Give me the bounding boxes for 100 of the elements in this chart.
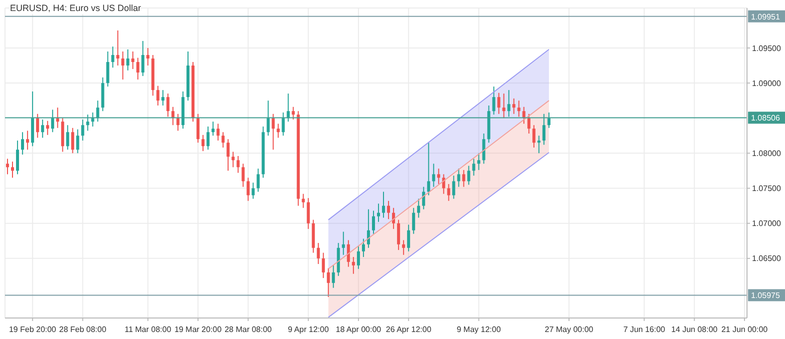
candlestick bbox=[517, 100, 520, 118]
ref-line-label: 1.09951 bbox=[751, 12, 780, 22]
x-tick-label: 21 Jun 00:00 bbox=[721, 325, 768, 334]
candlestick bbox=[402, 240, 406, 256]
candlestick bbox=[387, 200, 390, 220]
y-tick-label: 1.06500 bbox=[752, 254, 782, 264]
candlestick bbox=[96, 100, 100, 122]
candlestick bbox=[512, 98, 516, 114]
candlestick bbox=[527, 113, 530, 134]
candlestick bbox=[66, 124, 70, 150]
candlestick bbox=[196, 113, 200, 144]
candlestick bbox=[482, 133, 486, 164]
candlestick bbox=[232, 151, 235, 168]
candlestick bbox=[457, 168, 460, 188]
candlestick bbox=[136, 57, 140, 80]
candlestick bbox=[316, 242, 320, 264]
x-tick-label: 26 Apr 12:00 bbox=[386, 325, 432, 334]
candlestick bbox=[91, 112, 94, 128]
candlestick bbox=[166, 93, 170, 118]
candlestick bbox=[41, 119, 44, 138]
candlestick bbox=[452, 175, 456, 200]
candlestick bbox=[51, 109, 54, 133]
y-tick-label: 1.09000 bbox=[752, 78, 782, 88]
candlestick bbox=[532, 124, 536, 148]
candlestick bbox=[266, 100, 270, 136]
candlestick bbox=[141, 40, 144, 77]
candlestick bbox=[462, 170, 466, 188]
candlestick bbox=[252, 182, 255, 200]
candlestick bbox=[356, 245, 360, 270]
candlestick bbox=[11, 161, 14, 178]
ref-line-label: 1.05975 bbox=[751, 291, 780, 300]
candlestick bbox=[126, 48, 130, 71]
candlestick bbox=[346, 240, 350, 268]
candlestick bbox=[326, 268, 330, 298]
candlestick bbox=[216, 123, 220, 142]
x-tick-label: 11 Mar 08:00 bbox=[124, 325, 172, 334]
candlestick bbox=[502, 93, 506, 119]
candlestick bbox=[26, 130, 30, 150]
x-tick-label: 9 May 12:00 bbox=[456, 325, 502, 334]
candlestick bbox=[6, 158, 9, 175]
x-tick-label: 7 Jun 16:00 bbox=[623, 325, 666, 334]
candlestick bbox=[417, 198, 420, 218]
candlestick bbox=[86, 114, 90, 132]
candlestick bbox=[412, 207, 416, 234]
candlestick bbox=[302, 193, 305, 208]
candlestick bbox=[202, 134, 205, 152]
candlestick bbox=[407, 224, 410, 252]
candlestick bbox=[121, 50, 124, 80]
y-tick-label: 1.08000 bbox=[752, 149, 782, 158]
candlestick bbox=[156, 85, 160, 106]
candlestick bbox=[146, 47, 150, 66]
candlestick bbox=[497, 92, 500, 114]
candlestick bbox=[292, 106, 295, 120]
candlestick bbox=[176, 113, 180, 132]
y-tick-label: 1.07500 bbox=[752, 184, 782, 194]
candlestick bbox=[447, 184, 450, 202]
x-tick-label: 19 Feb 20:00 bbox=[8, 325, 57, 334]
x-tick-label: 28 Feb 08:00 bbox=[59, 325, 107, 334]
candlestick bbox=[352, 256, 355, 274]
candlestick bbox=[256, 168, 260, 192]
candlestick bbox=[276, 123, 280, 138]
candlestick bbox=[342, 231, 345, 256]
candlestick bbox=[206, 126, 210, 150]
candlestick bbox=[236, 155, 240, 174]
x-tick-label: 27 May 00:00 bbox=[544, 325, 594, 334]
candlestick bbox=[422, 186, 426, 210]
candlestick bbox=[507, 90, 510, 118]
candlestick bbox=[16, 140, 20, 175]
candlestick bbox=[212, 121, 215, 136]
candlestick bbox=[382, 191, 386, 218]
candlestick bbox=[56, 107, 60, 128]
candlestick bbox=[76, 128, 80, 154]
x-tick-label: 9 Apr 12:00 bbox=[288, 325, 330, 334]
candlestick bbox=[116, 30, 120, 66]
candlestick bbox=[106, 50, 110, 88]
candlestick bbox=[427, 142, 430, 196]
candlestick bbox=[537, 135, 540, 154]
y-tick-label: 1.07000 bbox=[752, 219, 782, 228]
candlestick bbox=[71, 127, 74, 154]
x-tick-label: 18 Apr 00:00 bbox=[336, 325, 382, 334]
candlestick bbox=[81, 119, 84, 142]
candlestick bbox=[397, 219, 400, 250]
candlestick bbox=[547, 112, 550, 128]
ref-line-label: 1.08506 bbox=[751, 114, 780, 123]
y-tick-label: 1.09500 bbox=[752, 44, 782, 53]
candlestick bbox=[272, 113, 275, 150]
candlestick bbox=[322, 252, 325, 279]
candlestick bbox=[472, 158, 476, 176]
candlestick bbox=[437, 168, 440, 185]
chart-title: EURUSD, H4: Euro vs US Dollar bbox=[10, 3, 142, 14]
candlestick bbox=[477, 152, 480, 171]
x-tick-label: 14 Jun 08:00 bbox=[671, 325, 718, 334]
candlestick bbox=[46, 120, 50, 136]
candlestick bbox=[161, 90, 164, 106]
candlestick bbox=[492, 86, 496, 116]
candlestick bbox=[362, 238, 365, 258]
candlestick bbox=[36, 113, 40, 138]
candlestick bbox=[131, 50, 134, 70]
x-tick-label: 28 Mar 08:00 bbox=[224, 325, 272, 334]
candlestick bbox=[21, 132, 24, 156]
